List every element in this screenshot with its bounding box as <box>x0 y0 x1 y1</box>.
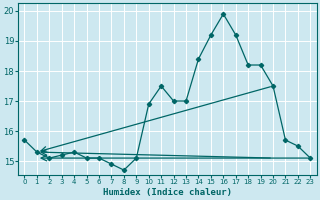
X-axis label: Humidex (Indice chaleur): Humidex (Indice chaleur) <box>103 188 232 197</box>
